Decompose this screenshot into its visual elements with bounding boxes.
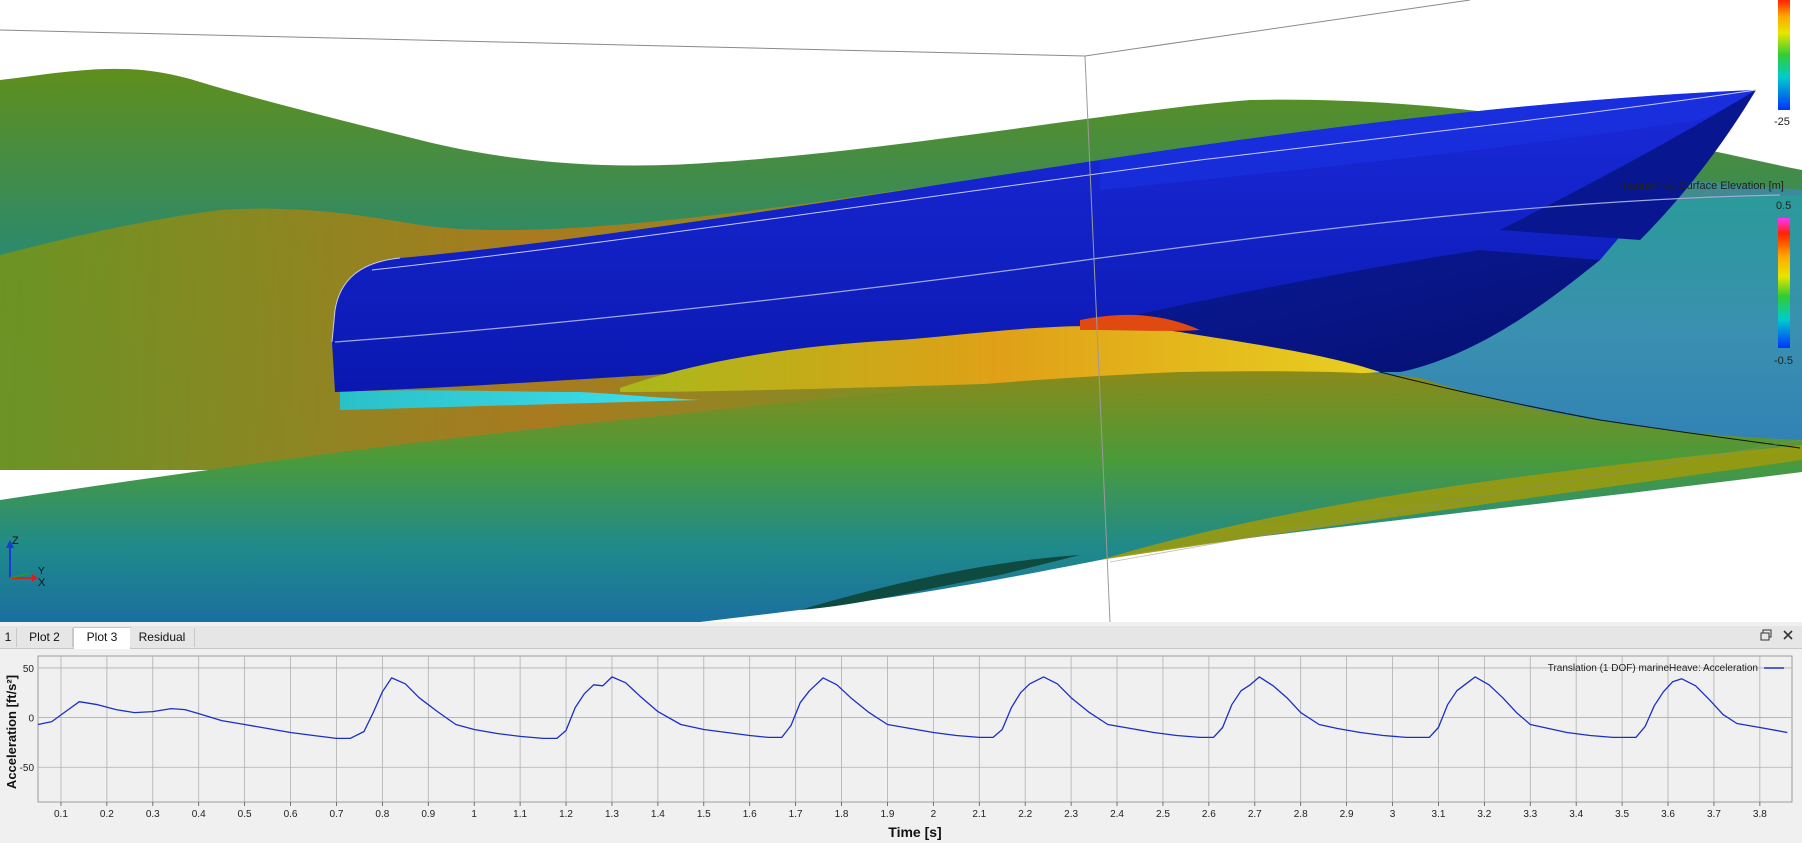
scene-render: Z Y X bbox=[0, 0, 1802, 622]
3d-viewport[interactable]: Z Y X -25 marineFree Surface Elevation [… bbox=[0, 0, 1802, 622]
colorbar-free-surface-max-label: 0.5 bbox=[1776, 200, 1792, 212]
axes-triad: Z Y X bbox=[6, 535, 46, 589]
colorbar-free-surface-min-label: -0.5 bbox=[1774, 355, 1793, 367]
x-tick-label: 0.8 bbox=[375, 809, 389, 820]
x-axis-title: Time [s] bbox=[888, 824, 941, 840]
x-tick-label: 2 bbox=[931, 809, 937, 820]
x-tick-label: 1.3 bbox=[605, 809, 619, 820]
x-tick-label: 1.6 bbox=[743, 809, 757, 820]
tab-plot-2[interactable]: Plot 2 bbox=[17, 628, 73, 647]
x-tick-label: 3.4 bbox=[1569, 809, 1583, 820]
colorbar-free-surface bbox=[1778, 218, 1790, 348]
x-tick-label: 0.5 bbox=[238, 809, 252, 820]
colorbar-top-min-label: -25 bbox=[1774, 116, 1790, 128]
x-tick-label: 0.9 bbox=[421, 809, 435, 820]
y-tick-label: 0 bbox=[28, 714, 34, 725]
y-tick-label: 50 bbox=[23, 664, 35, 675]
y-axis-label: Y bbox=[38, 566, 45, 577]
tab-plot-3[interactable]: Plot 3 bbox=[73, 627, 131, 649]
tab-1[interactable]: 1 bbox=[0, 628, 17, 647]
acceleration-chart[interactable]: 0.1 0.2 0.3 0.4 0.5 0.6 0.7 0.8 0.9 1 1.1 1.2 1.3 1.4… bbox=[0, 652, 1802, 843]
z-axis-label: Z bbox=[12, 535, 19, 547]
x-tick-label: 0.3 bbox=[146, 809, 160, 820]
x-tick-label: 3.8 bbox=[1753, 809, 1767, 820]
plot-panel: 1 Plot 2 Plot 3 Residual 0.1 0.2 0.3 0.4 0.5… bbox=[0, 622, 1802, 843]
x-tick-label: 2.2 bbox=[1018, 809, 1032, 820]
x-tick-label: 3.5 bbox=[1615, 809, 1629, 820]
x-tick-label: 3.1 bbox=[1431, 809, 1445, 820]
x-tick-label: 1 bbox=[471, 809, 477, 820]
x-tick-label: 0.6 bbox=[284, 809, 298, 820]
colorbar-free-surface-title: marineFree Surface Elevation [m] bbox=[1620, 180, 1784, 192]
x-tick-label: 2.8 bbox=[1294, 809, 1308, 820]
y-axis-title: Acceleration [ft/s²] bbox=[4, 675, 19, 789]
series-line-0 bbox=[37, 676, 1788, 740]
x-tick-label: 0.2 bbox=[100, 809, 114, 820]
x-tick-label: 3 bbox=[1390, 809, 1396, 820]
x-tick-label: 3.6 bbox=[1661, 809, 1675, 820]
x-tick-label: 2.4 bbox=[1110, 809, 1124, 820]
x-tick-label: 3.2 bbox=[1477, 809, 1491, 820]
x-tick-label: 2.3 bbox=[1064, 809, 1078, 820]
x-tick-label: 1.1 bbox=[513, 809, 527, 820]
legend-label: Translation (1 DOF) marineHeave: Acceler… bbox=[1548, 663, 1758, 674]
x-tick-label: 2.1 bbox=[972, 809, 986, 820]
x-tick-label: 1.7 bbox=[789, 809, 803, 820]
x-tick-label: 2.7 bbox=[1248, 809, 1262, 820]
x-tick-label: 1.9 bbox=[880, 809, 894, 820]
x-tick-label: 1.5 bbox=[697, 809, 711, 820]
x-axis-label: X bbox=[38, 577, 46, 589]
x-tick-label: 0.1 bbox=[54, 809, 68, 820]
close-icon[interactable] bbox=[1780, 629, 1796, 645]
x-tick-label: 2.9 bbox=[1340, 809, 1354, 820]
tab-residual[interactable]: Residual bbox=[130, 628, 195, 647]
x-tick-label: 3.3 bbox=[1523, 809, 1537, 820]
colorbar-top bbox=[1778, 0, 1790, 110]
x-tick-label: 1.2 bbox=[559, 809, 573, 820]
x-tick-label: 0.4 bbox=[192, 809, 206, 820]
restore-window-icon[interactable] bbox=[1758, 629, 1774, 645]
plot-tab-bar: 1 Plot 2 Plot 3 Residual bbox=[0, 626, 1802, 649]
x-tick-label: 1.8 bbox=[835, 809, 849, 820]
x-tick-label: 3.7 bbox=[1707, 809, 1721, 820]
x-tick-label: 1.4 bbox=[651, 809, 665, 820]
y-tick-label: -50 bbox=[20, 763, 35, 774]
x-tick-label: 2.6 bbox=[1202, 809, 1216, 820]
x-tick-label: 2.5 bbox=[1156, 809, 1170, 820]
x-tick-label: 0.7 bbox=[330, 809, 344, 820]
